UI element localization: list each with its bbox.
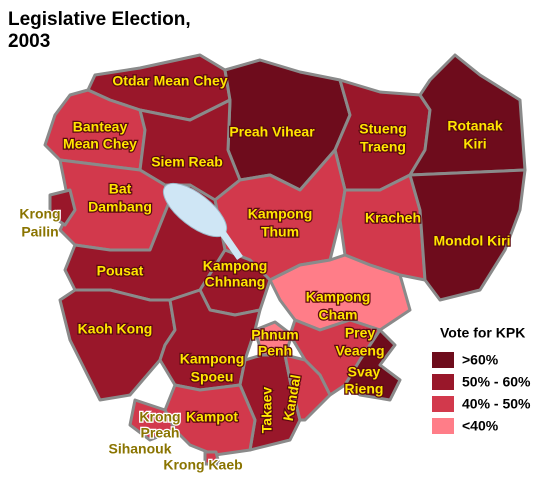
province-label: Kiri xyxy=(463,136,486,152)
province-label: Mondol Kiri xyxy=(434,233,511,249)
province-label: Svay xyxy=(348,364,381,380)
province-label: Takaev xyxy=(259,387,275,434)
province-label: Kampong xyxy=(180,351,245,367)
legend-label: <40% xyxy=(462,418,499,434)
province-label: Kampong xyxy=(248,206,313,222)
province-label: Otdar Mean Chey xyxy=(112,73,227,89)
province-label: Krong Kaeb xyxy=(163,457,242,473)
province-label: Stueng xyxy=(359,121,406,137)
province xyxy=(48,188,77,227)
province xyxy=(338,173,427,282)
province-label: Kampong xyxy=(306,289,371,305)
legend-label: 50% - 60% xyxy=(462,374,531,390)
province-label: Spoeu xyxy=(191,369,234,385)
province xyxy=(408,53,527,177)
province-label: Cham xyxy=(319,307,358,323)
province-label: Rotanak xyxy=(447,118,502,134)
province-label: Siem Reab xyxy=(151,154,223,170)
title: Legislative Election, xyxy=(8,9,191,30)
province-label: Thum xyxy=(261,224,299,240)
legend-label: >60% xyxy=(462,352,499,368)
province-label: Veaeng xyxy=(335,343,384,359)
province xyxy=(343,328,402,402)
province-label: Phnum xyxy=(251,327,298,343)
province-label: Bat xyxy=(109,181,132,197)
legend-label: 40% - 50% xyxy=(462,396,531,412)
river xyxy=(219,230,243,260)
province-label: Sihanouk xyxy=(108,441,171,457)
province-label: Kampong xyxy=(203,258,268,274)
legend-title: Vote for KPK xyxy=(440,325,525,341)
province-label: Kaoh Kong xyxy=(78,321,153,337)
province xyxy=(128,398,177,442)
legend-swatch xyxy=(432,396,454,412)
province-label: Rieng xyxy=(345,381,384,397)
province-label: Kampot xyxy=(186,409,238,425)
province-label: Kracheh xyxy=(365,210,421,226)
title: 2003 xyxy=(8,31,50,52)
province-label: Dambang xyxy=(88,199,152,215)
province xyxy=(253,320,294,357)
province-label: Pailin xyxy=(21,224,58,240)
province-label: Chhnang xyxy=(205,274,266,290)
province xyxy=(283,353,332,422)
province-label: Krong xyxy=(19,206,60,222)
province xyxy=(58,288,177,402)
province-label: Krong xyxy=(139,409,180,425)
province-label: Penh xyxy=(258,343,292,359)
province-label: Traeng xyxy=(360,139,406,155)
province-label: Banteay xyxy=(73,119,128,135)
legend-swatch xyxy=(432,418,454,434)
province xyxy=(408,168,527,302)
legend-swatch xyxy=(432,352,454,368)
province-label: Prey xyxy=(345,325,376,341)
province-label: Mean Chey xyxy=(63,136,137,152)
province xyxy=(203,450,221,466)
legend-swatch xyxy=(432,374,454,390)
province-label: Preah Vihear xyxy=(229,124,315,140)
province-label: Preah xyxy=(141,425,180,441)
province-label: Pousat xyxy=(97,263,144,279)
